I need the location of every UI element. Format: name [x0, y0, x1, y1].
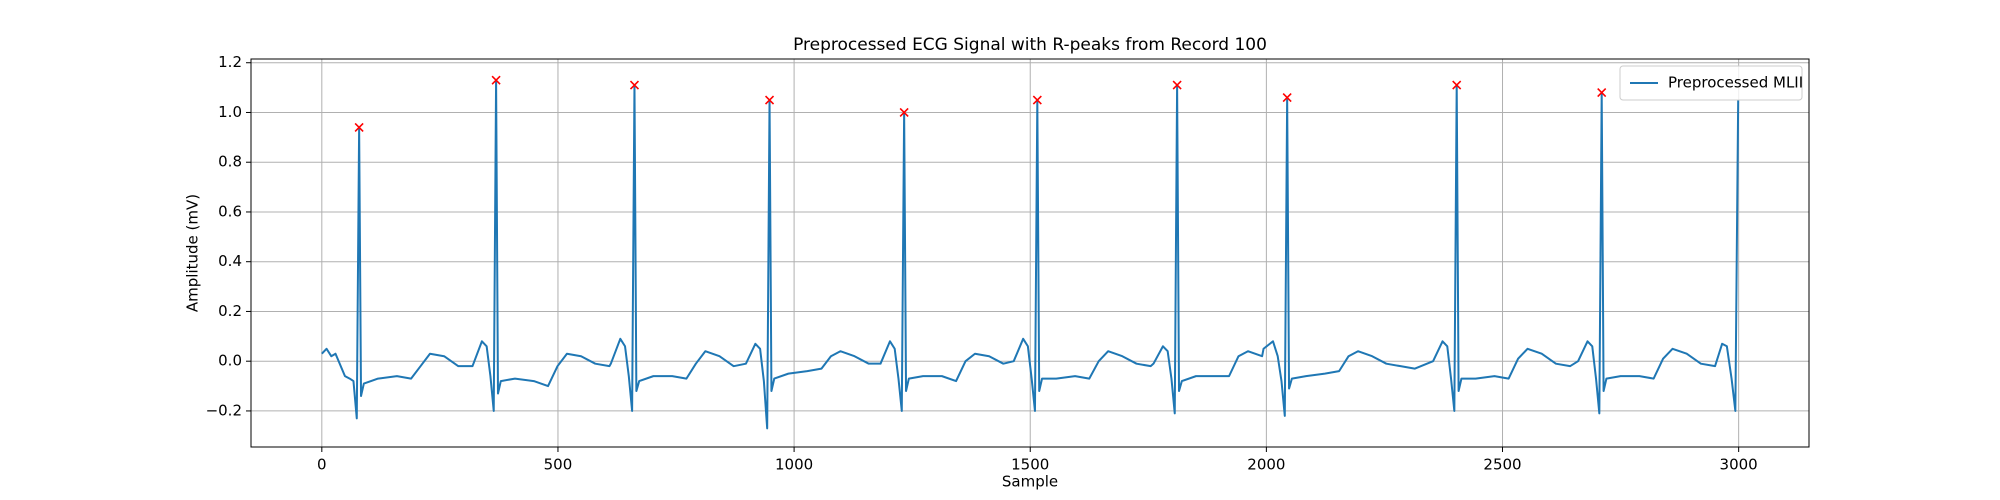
x-tick-label: 2000 [1247, 456, 1285, 474]
r-peak-marker [764, 95, 775, 105]
x-tick-label: 0 [317, 456, 327, 474]
r-peak-marker [491, 75, 501, 85]
y-tick-label: 0.4 [218, 252, 242, 270]
y-tick-label: 0.2 [218, 302, 242, 320]
r-peak-marker [629, 80, 640, 90]
y-tick-label: 0.6 [218, 202, 242, 220]
y-tick-label: 0.8 [218, 153, 242, 171]
legend-box [1619, 65, 1803, 101]
x-axis-label: Sample [1002, 473, 1058, 491]
chart-title: Preprocessed ECG Signal with R-peaks fro… [793, 35, 1267, 55]
r-peak-marker [1172, 80, 1182, 90]
ecg-line [321, 79, 1740, 430]
r-peak-marker [1597, 88, 1607, 98]
legend-label: Preprocessed MLII [1668, 74, 1803, 92]
y-tick-label: 1.2 [218, 53, 242, 71]
r-peak-marker [354, 122, 364, 132]
y-tick-label: 0.0 [218, 352, 242, 370]
r-peak-marker [1032, 95, 1042, 105]
plot-frame [250, 58, 1810, 448]
y-tick-label: 1.0 [218, 103, 242, 121]
x-tick-label: 1000 [775, 456, 813, 474]
r-peak-marker [899, 107, 909, 118]
x-tick-label: 3000 [1720, 456, 1758, 474]
y-axis-label: Amplitude (mV) [184, 194, 202, 312]
r-peak-marker [1282, 92, 1292, 103]
x-tick-label: 1500 [1011, 456, 1049, 474]
y-tick-label: −0.2 [206, 401, 242, 419]
x-tick-label: 2500 [1483, 456, 1521, 474]
x-tick-label: 500 [544, 456, 573, 474]
r-peak-marker [1452, 80, 1462, 90]
